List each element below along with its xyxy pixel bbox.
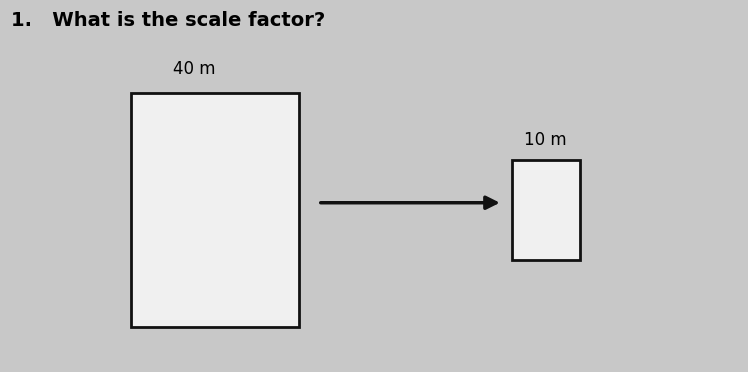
Bar	[512, 160, 580, 260]
Text: 1.   What is the scale factor?: 1. What is the scale factor?	[11, 11, 325, 30]
Text: 40 m: 40 m	[174, 60, 215, 78]
Text: 10 m: 10 m	[524, 131, 566, 149]
Bar	[131, 93, 299, 327]
